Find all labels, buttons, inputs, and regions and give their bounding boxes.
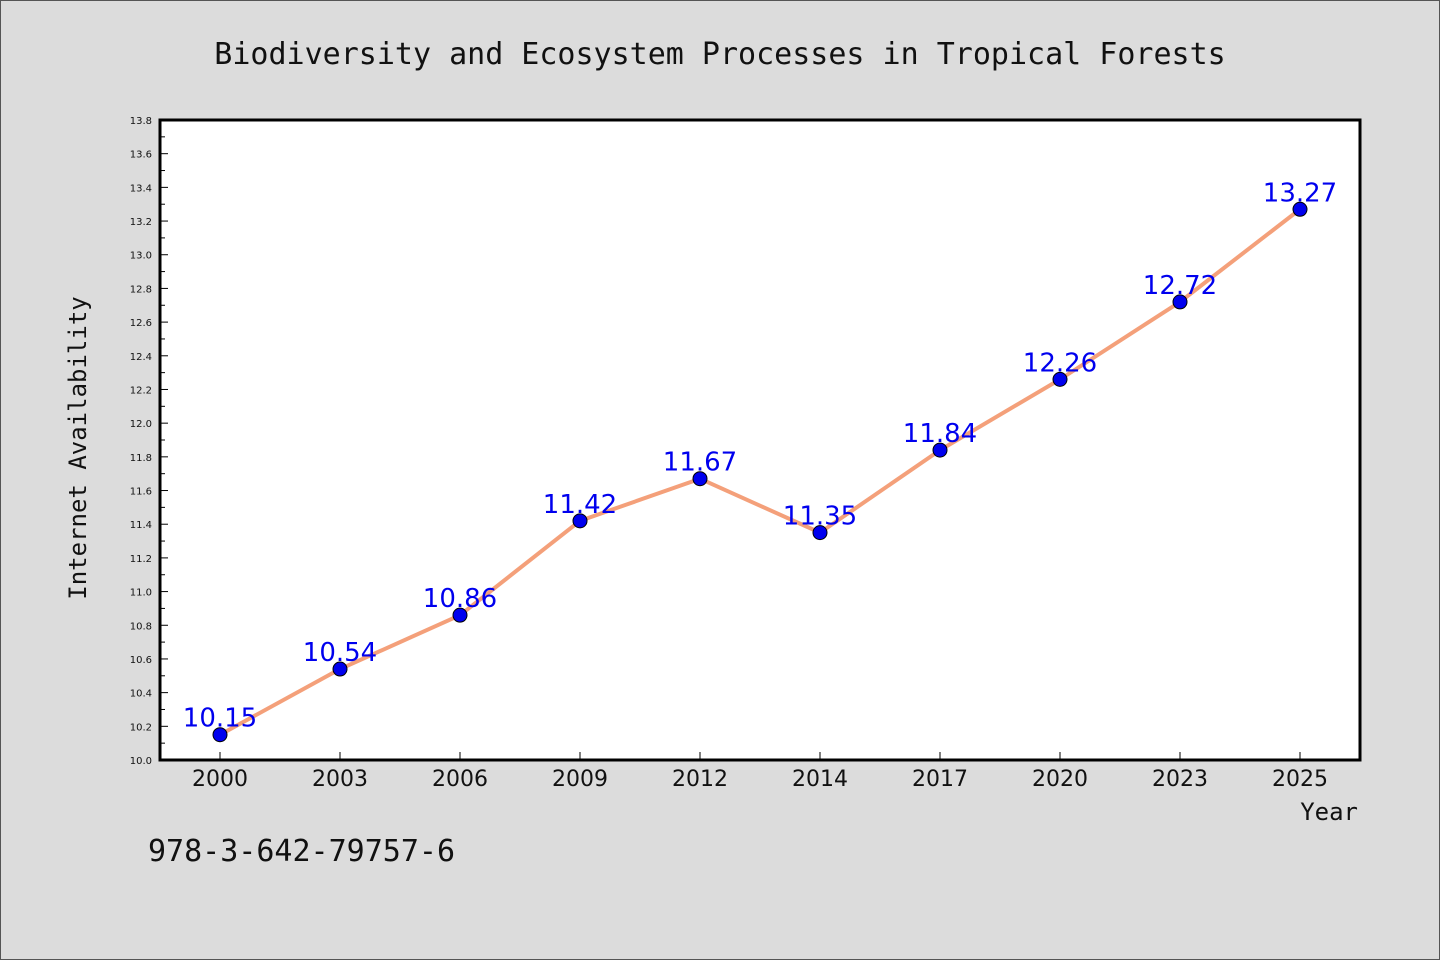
data-label: 11.35 — [783, 502, 857, 532]
data-point — [1292, 201, 1308, 217]
x-tick-label: 2012 — [672, 767, 728, 792]
data-point — [452, 607, 468, 623]
y-tick-label: 12.6 — [130, 318, 152, 329]
data-label: 10.86 — [423, 584, 497, 614]
y-tick-label: 11.8 — [130, 453, 152, 464]
data-label: 10.54 — [303, 638, 377, 668]
plot-area — [158, 118, 1362, 762]
y-tick-label: 10.8 — [130, 621, 152, 632]
y-tick-label: 13.4 — [130, 183, 152, 194]
chart-title: Biodiversity and Ecosystem Processes in … — [214, 37, 1225, 72]
data-label: 11.67 — [663, 448, 737, 478]
y-tick-label: 11.2 — [130, 554, 152, 565]
series-layer: 10.15 10.54 10.86 11.42 11.67 11.35 11.84 12.26… — [183, 178, 1337, 743]
x-tick-label: 2000 — [192, 767, 248, 792]
y-tick-label: 11.6 — [130, 487, 152, 498]
y-tick-label: 10.6 — [130, 655, 152, 666]
isbn-label: 978-3-642-79757-6 — [148, 834, 456, 869]
y-tick-label: 13.2 — [130, 217, 152, 228]
data-label: 11.84 — [903, 419, 977, 449]
x-tick-label: 2003 — [312, 767, 368, 792]
y-axis: 10.0 10.2 10.4 10.6 10.8 11.0 11.2 11.4 11.6 11.8… — [130, 116, 168, 767]
x-tick-label: 2014 — [792, 767, 848, 792]
x-tick-label: 2023 — [1152, 767, 1208, 792]
data-point — [572, 513, 588, 529]
data-label: 12.26 — [1023, 348, 1097, 378]
y-tick-label: 11.4 — [130, 520, 152, 531]
y-axis-label: Internet Availability — [64, 296, 92, 599]
y-tick-label: 13.0 — [130, 251, 152, 262]
data-point — [812, 525, 828, 541]
y-tick-label: 13.8 — [130, 116, 152, 127]
data-label: 13.27 — [1263, 178, 1337, 208]
x-tick-label: 2017 — [912, 767, 968, 792]
y-tick-label: 12.4 — [130, 352, 152, 363]
y-tick-label: 10.2 — [130, 722, 152, 733]
y-tick-label: 10.4 — [130, 689, 152, 700]
y-tick-label: 10.0 — [130, 756, 152, 767]
x-axis: 2000 2003 2006 2009 2012 2014 2017 2020 2023 2025 — [192, 752, 1328, 792]
x-tick-label: 2006 — [432, 767, 488, 792]
data-point — [932, 442, 948, 458]
data-point — [692, 471, 708, 487]
y-tick-label: 13.6 — [130, 150, 152, 161]
data-point — [212, 727, 228, 743]
x-tick-label: 2025 — [1272, 767, 1328, 792]
data-point — [1172, 294, 1188, 310]
data-label: 12.72 — [1143, 271, 1217, 301]
x-tick-label: 2020 — [1032, 767, 1088, 792]
series-line — [218, 207, 1302, 737]
y-tick-label: 12.0 — [130, 419, 152, 430]
data-label: 10.15 — [183, 704, 257, 734]
data-point — [1052, 371, 1068, 387]
data-point — [332, 661, 348, 677]
y-tick-label: 12.2 — [130, 385, 152, 396]
y-tick-label: 11.0 — [130, 588, 152, 599]
y-tick-label: 12.8 — [130, 284, 152, 295]
data-label: 11.42 — [543, 490, 617, 520]
x-axis-label: Year — [1300, 798, 1358, 826]
x-tick-label: 2009 — [552, 767, 608, 792]
